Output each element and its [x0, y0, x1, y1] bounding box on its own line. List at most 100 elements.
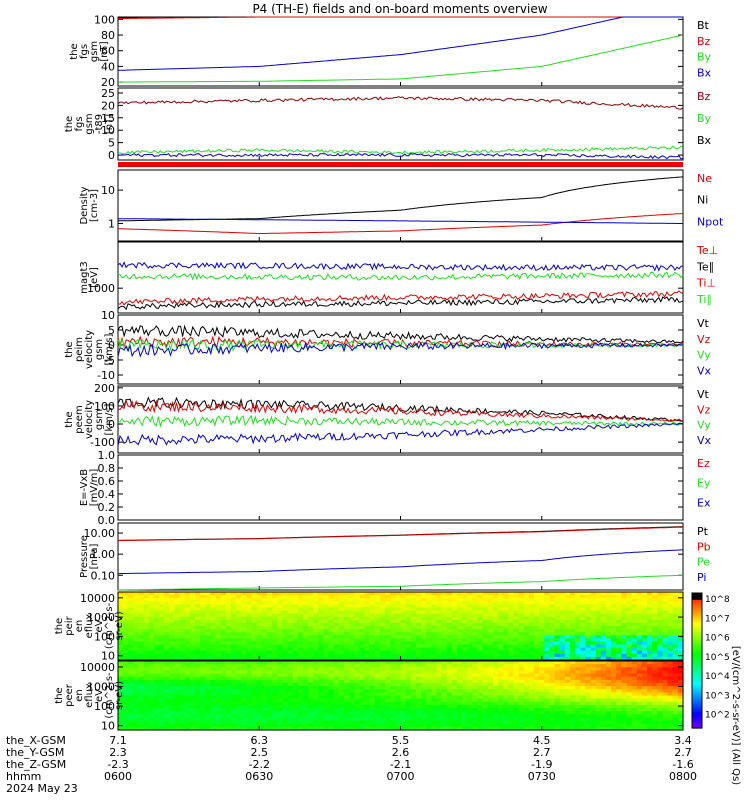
spectrogram-cell — [498, 632, 504, 636]
spectrogram-cell — [595, 647, 602, 652]
spectrogram-cell — [333, 704, 340, 709]
spectrogram-cell — [395, 635, 402, 639]
spectrogram-cell — [318, 673, 325, 678]
spectrogram-cell — [436, 622, 443, 627]
spectrogram-cell — [215, 711, 222, 715]
spectrogram-cell — [482, 616, 489, 621]
spectrogram-cell — [498, 610, 504, 615]
spectrogram-cell — [390, 686, 396, 690]
spectrogram-cell — [446, 632, 453, 636]
spectrogram-cell — [400, 689, 407, 693]
spectrogram-cell — [513, 592, 520, 596]
spectrogram-cell — [215, 664, 222, 668]
spectrogram-cell — [169, 629, 176, 633]
spectrogram-cell — [600, 650, 607, 655]
spectrogram-cell — [528, 698, 535, 703]
spectrogram-cell — [323, 635, 330, 639]
spectrogram-cell — [277, 635, 283, 639]
spectrogram-cell — [390, 667, 396, 672]
spectrogram-cell — [323, 704, 330, 709]
spectrogram-cell — [148, 708, 155, 712]
spectrogram-cell — [297, 613, 304, 618]
y-label-line: Pressure — [79, 535, 90, 578]
spectrogram-cell — [153, 723, 160, 728]
spectrogram-cell — [467, 619, 474, 624]
spectrogram-cell — [575, 656, 581, 661]
spectrogram-cell — [544, 653, 551, 658]
spectrogram-cell — [344, 650, 350, 655]
spectrogram-cell — [657, 619, 664, 624]
spectrogram-cell — [657, 613, 664, 618]
spectrogram-cell — [261, 610, 268, 615]
spectrogram-cell — [128, 598, 135, 602]
spectrogram-cell — [482, 661, 489, 665]
spectrogram-cell — [482, 701, 489, 706]
spectrogram-cell — [143, 670, 150, 675]
spectrogram-cell — [652, 619, 658, 624]
spectrogram-cell — [215, 626, 222, 630]
spectrogram-cell — [313, 604, 319, 609]
spectrogram-cell — [333, 644, 340, 649]
spectrogram-cell — [441, 701, 448, 706]
spectrogram-cell — [349, 595, 355, 599]
spectrogram-cell — [390, 723, 396, 728]
spectrogram-cell — [318, 720, 325, 725]
spectrogram-cell — [153, 638, 160, 643]
spectrogram-cell — [487, 714, 494, 719]
spectrogram-cell — [595, 670, 602, 675]
spectrogram-cell — [621, 714, 628, 719]
spectrogram-cell — [446, 638, 453, 643]
spectrogram-cell — [662, 595, 669, 599]
spectrogram-cell — [143, 701, 150, 706]
spectrogram-cell — [241, 717, 248, 722]
spectrogram-cell — [472, 661, 479, 665]
spectrogram-cell — [410, 692, 417, 697]
spectrogram-cell — [657, 610, 664, 615]
y-label-line: -t89 — [94, 114, 105, 134]
spectrogram-cell — [534, 661, 540, 665]
spectrogram-cell — [297, 667, 304, 672]
spectrogram-cell — [534, 686, 540, 690]
spectrogram-cell — [621, 698, 628, 703]
spectrogram-cell — [395, 686, 402, 690]
spectrogram-cell — [138, 644, 145, 649]
spectrogram-cell — [498, 708, 504, 712]
spectrogram-cell — [426, 695, 432, 700]
spectrogram-cell — [559, 664, 566, 668]
spectrogram-cell — [441, 638, 448, 643]
spectrogram-cell — [421, 653, 427, 658]
spectrogram-cell — [179, 604, 186, 609]
spectrogram-cell — [153, 653, 160, 658]
spectrogram-cell — [534, 607, 540, 612]
spectrogram-cell — [626, 610, 633, 615]
spectrogram-cell — [354, 664, 361, 668]
spectrogram-cell — [554, 610, 561, 615]
y-tick-label: -100 — [90, 436, 115, 449]
spectrogram-cell — [179, 595, 186, 599]
spectrogram-cell — [272, 598, 278, 602]
spectrogram-cell — [225, 638, 232, 643]
spectrogram-cell — [570, 698, 576, 703]
spectrogram-cell — [215, 622, 222, 627]
spectrogram-cell — [184, 598, 191, 602]
spectrogram-cell — [405, 647, 412, 652]
series-Pe — [118, 574, 683, 591]
spectrogram-cell — [482, 664, 489, 668]
spectrogram-cell — [523, 692, 530, 697]
spectrogram-cell — [246, 661, 253, 665]
spectrogram-cell — [457, 613, 463, 618]
spectrogram-cell — [297, 686, 304, 690]
spectrogram-cell — [287, 647, 294, 652]
spectrogram-cell — [256, 604, 263, 609]
spectrogram-cell — [518, 641, 525, 646]
spectrogram-cell — [600, 622, 607, 627]
spectrogram-cell — [677, 656, 684, 661]
spectrogram-cell — [313, 616, 319, 621]
spectrogram-cell — [148, 711, 155, 715]
spectrogram-cell — [600, 720, 607, 725]
spectrogram-cell — [647, 717, 653, 722]
spectrogram-cell — [225, 641, 232, 646]
spectrogram-cell — [297, 632, 304, 636]
spectrogram-cell — [261, 598, 268, 602]
spectrogram-cell — [292, 613, 299, 618]
